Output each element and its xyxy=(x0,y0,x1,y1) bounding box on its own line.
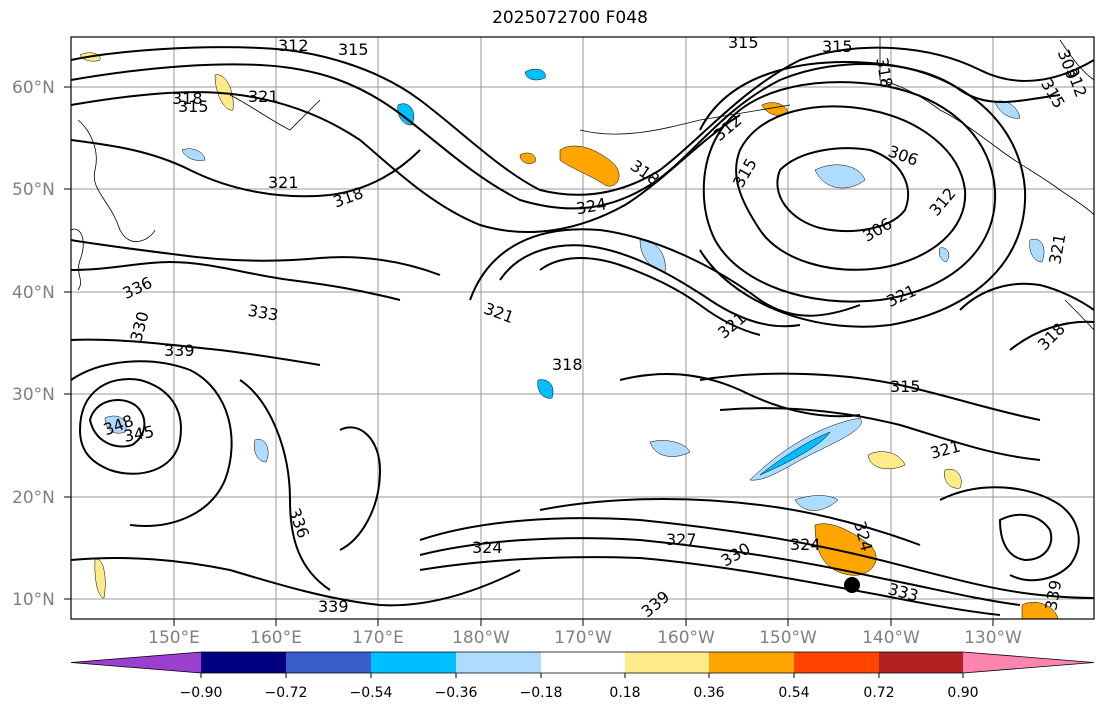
lat-label: 30°N xyxy=(12,385,55,405)
colorbar-tick-label: 0.18 xyxy=(609,685,640,701)
lon-label: 160°W xyxy=(657,628,715,648)
colorbar-segment xyxy=(456,652,541,673)
lat-label: 40°N xyxy=(12,283,55,303)
shaded-fields xyxy=(79,52,1059,620)
colorbar-segment xyxy=(794,652,879,673)
colorbar-tick-label: 0.54 xyxy=(778,685,809,701)
colorbar-segment xyxy=(541,652,625,673)
contour-label: 318 xyxy=(552,355,583,374)
latitude-axis: 60°N 50°N 40°N 30°N 20°N 10°N xyxy=(12,78,71,610)
colorbar-segment xyxy=(71,652,201,673)
position-marker xyxy=(844,577,860,593)
longitude-axis: 150°E 160°E 170°E 180°W 170°W 160°W 150°… xyxy=(148,619,1022,648)
contour-label: 339 xyxy=(318,597,349,616)
contour-label: 321 xyxy=(248,87,279,106)
colorbar-tick-label: 0.36 xyxy=(693,685,724,701)
colorbar-tick-label: −0.36 xyxy=(435,685,478,701)
contour-lines xyxy=(70,46,1095,616)
colorbar-segment xyxy=(625,652,709,673)
contour-label: 315 xyxy=(822,37,853,56)
colorbar-segment xyxy=(286,652,371,673)
contour-label: 324 xyxy=(790,535,821,554)
lon-label: 170°E xyxy=(352,628,404,648)
lon-label: 180°W xyxy=(452,628,510,648)
colorbar-tick-label: −0.18 xyxy=(520,685,563,701)
lon-label: 130°W xyxy=(964,628,1022,648)
colorbar-segment xyxy=(709,652,794,673)
lat-label: 20°N xyxy=(12,488,55,508)
colorbar-tick-label: −0.90 xyxy=(180,685,223,701)
colorbar-tick-label: 0.72 xyxy=(863,685,894,701)
contour-label: 315 xyxy=(890,377,921,396)
lon-label: 160°E xyxy=(250,628,302,648)
lon-label: 150°E xyxy=(148,628,200,648)
colorbar-tick-label: 0.90 xyxy=(947,685,978,701)
colorbar-tick-label: −0.72 xyxy=(265,685,308,701)
contour-label: 324 xyxy=(472,538,503,557)
lon-label: 170°W xyxy=(554,628,612,648)
colorbar-segment xyxy=(879,652,963,673)
colorbar-tick-labels: −0.90 −0.72 −0.54 −0.36 −0.18 0.18 0.36 … xyxy=(180,685,979,701)
colorbar-tick-label: −0.54 xyxy=(350,685,393,701)
contour-label: 339 xyxy=(164,341,195,360)
colorbar xyxy=(70,651,1095,678)
lat-label: 60°N xyxy=(12,78,55,98)
colorbar-segment xyxy=(963,652,1094,673)
colorbar-segment xyxy=(201,652,286,673)
contour-label: 318 xyxy=(172,89,203,108)
contour-label: 321 xyxy=(268,173,299,192)
lat-label: 10°N xyxy=(12,590,55,610)
colorbar-segment xyxy=(371,652,456,673)
lon-label: 140°W xyxy=(862,628,920,648)
lon-label: 150°W xyxy=(759,628,817,648)
gridlines xyxy=(71,37,1094,619)
contour-label: 327 xyxy=(666,530,697,549)
contour-label: 315 xyxy=(338,40,369,59)
contour-label: 312 xyxy=(278,36,309,55)
lat-label: 50°N xyxy=(12,180,55,200)
map-title: 2025072700 F048 xyxy=(492,8,648,28)
contour-label: 315 xyxy=(178,97,209,116)
contour-label: 315 xyxy=(728,33,759,52)
